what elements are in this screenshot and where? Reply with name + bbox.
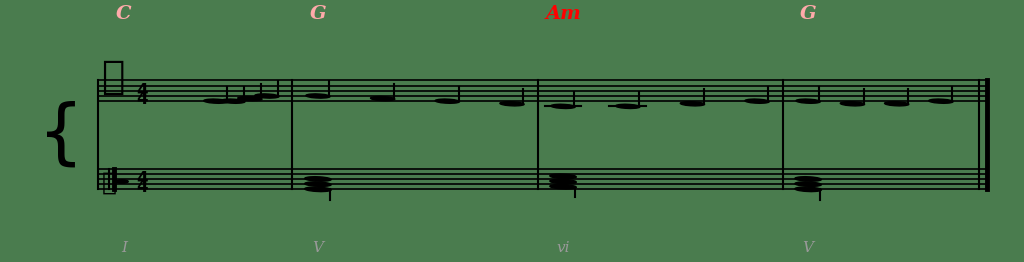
Ellipse shape — [500, 102, 524, 106]
Text: 4: 4 — [136, 82, 148, 100]
Circle shape — [116, 180, 128, 183]
Ellipse shape — [305, 182, 331, 186]
Text: 4: 4 — [136, 170, 148, 188]
Ellipse shape — [305, 177, 331, 181]
Ellipse shape — [238, 96, 262, 101]
Ellipse shape — [306, 94, 330, 98]
Text: G: G — [800, 5, 816, 23]
Ellipse shape — [841, 102, 864, 106]
Ellipse shape — [371, 96, 395, 101]
Ellipse shape — [551, 104, 575, 108]
Text: I: I — [121, 241, 127, 255]
Text: V: V — [803, 241, 814, 255]
Ellipse shape — [795, 187, 821, 192]
Text: {: { — [38, 100, 84, 170]
Text: C: C — [116, 5, 132, 23]
Ellipse shape — [204, 99, 228, 103]
Ellipse shape — [550, 179, 577, 184]
Ellipse shape — [221, 99, 245, 103]
Ellipse shape — [796, 99, 820, 103]
Text: Am: Am — [545, 5, 581, 23]
Ellipse shape — [435, 99, 460, 103]
Ellipse shape — [305, 187, 331, 192]
Circle shape — [116, 180, 128, 183]
Text: 𝄞: 𝄞 — [101, 58, 125, 96]
Ellipse shape — [255, 94, 279, 98]
Ellipse shape — [680, 102, 705, 106]
Ellipse shape — [550, 184, 577, 189]
Ellipse shape — [745, 99, 769, 103]
Text: G: G — [309, 5, 327, 23]
Text: 4: 4 — [136, 90, 148, 108]
Ellipse shape — [795, 182, 821, 186]
Text: vi: vi — [556, 241, 569, 255]
Ellipse shape — [615, 104, 640, 108]
Ellipse shape — [929, 99, 953, 103]
Text: 𝄢: 𝄢 — [101, 170, 117, 194]
Text: V: V — [312, 241, 324, 255]
Ellipse shape — [885, 102, 908, 106]
Text: 4: 4 — [136, 178, 148, 196]
Ellipse shape — [795, 177, 821, 181]
Ellipse shape — [550, 174, 577, 179]
